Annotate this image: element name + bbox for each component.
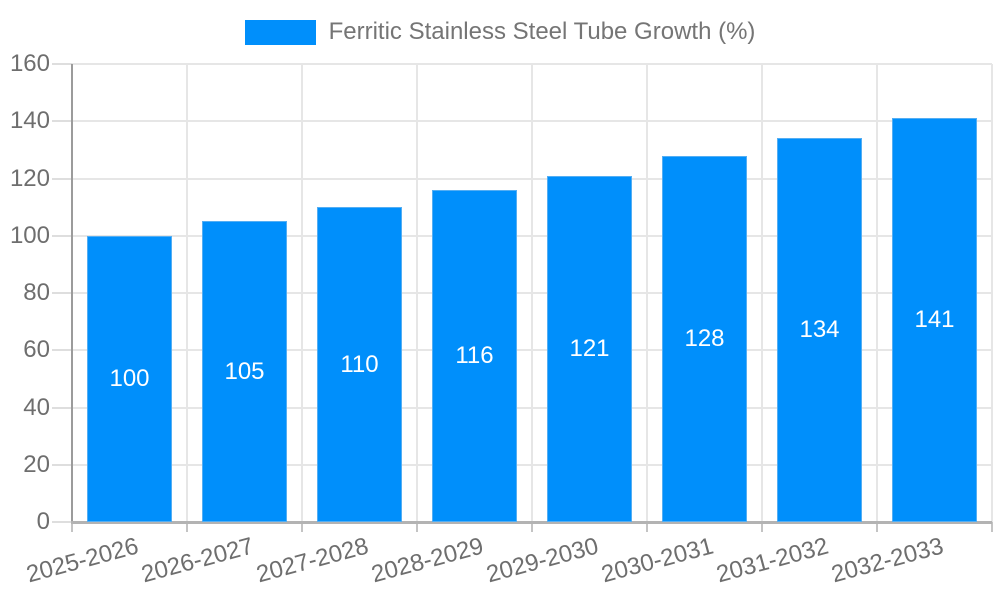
y-axis-tick-label: 160	[9, 50, 50, 77]
bar[interactable]	[87, 235, 172, 522]
x-axis-tick	[301, 522, 303, 532]
x-axis-tick	[876, 522, 878, 532]
x-gridline	[301, 64, 303, 522]
bar[interactable]	[777, 138, 862, 522]
y-axis-tick-label: 40	[23, 393, 50, 421]
bar[interactable]	[662, 155, 747, 522]
x-axis-tick	[416, 522, 418, 532]
x-gridline	[186, 64, 188, 522]
y-axis-tick	[52, 177, 72, 180]
x-axis-line	[71, 521, 992, 524]
y-axis-tick	[52, 63, 72, 65]
y-axis-tick	[52, 349, 72, 352]
y-axis-tick	[52, 234, 72, 237]
y-axis-tick	[52, 521, 72, 523]
y-axis-tick	[52, 406, 72, 409]
x-gridline	[991, 64, 993, 522]
y-axis-tick	[52, 292, 72, 294]
y-axis-tick-label: 0	[36, 508, 50, 535]
y-axis-tick-label: 140	[9, 107, 50, 135]
bar[interactable]	[547, 175, 632, 522]
bar[interactable]	[432, 189, 517, 522]
y-axis-line	[71, 64, 73, 522]
x-gridline	[761, 64, 763, 522]
bar[interactable]	[202, 221, 287, 522]
y-axis-tick	[52, 463, 72, 466]
x-axis-tick	[186, 522, 188, 532]
x-axis-tick	[71, 522, 73, 532]
legend-swatch	[244, 19, 316, 45]
y-axis-tick-label: 80	[23, 279, 50, 306]
x-gridline	[416, 64, 418, 522]
legend[interactable]: Ferritic Stainless Steel Tube Growth (%)	[0, 14, 1000, 50]
y-axis-tick-label: 100	[9, 221, 50, 249]
legend-label: Ferritic Stainless Steel Tube Growth (%)	[328, 18, 756, 45]
x-axis-tick	[646, 522, 648, 532]
x-axis-tick	[531, 522, 533, 532]
bar[interactable]	[317, 207, 402, 522]
y-axis-tick-label: 20	[23, 450, 50, 478]
x-gridline	[531, 64, 533, 522]
x-axis-tick	[991, 522, 993, 532]
x-axis-tick	[761, 522, 763, 532]
y-axis-tick-label: 120	[9, 164, 50, 192]
y-axis-tick	[52, 120, 72, 123]
x-gridline	[876, 64, 878, 522]
x-gridline	[646, 64, 648, 522]
y-axis-tick-label: 60	[23, 336, 50, 364]
bar[interactable]	[892, 118, 977, 522]
